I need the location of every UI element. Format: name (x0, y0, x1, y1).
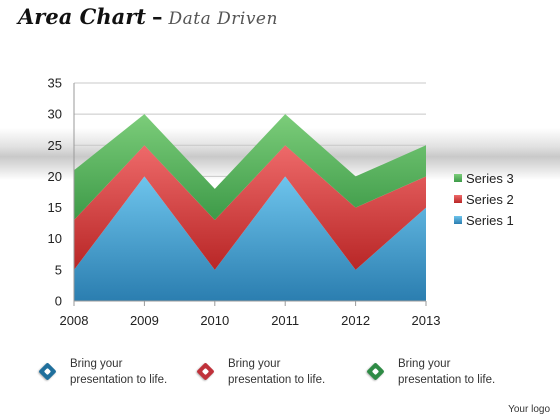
x-tick-label: 2010 (200, 313, 229, 328)
logo-text: Your logo (508, 404, 550, 415)
y-tick-label: 0 (55, 294, 62, 309)
title-dash: – (152, 4, 163, 29)
y-tick-label: 20 (48, 169, 62, 184)
diamond-icon (196, 362, 216, 382)
legend-swatch (454, 216, 462, 224)
x-tick-label: 2008 (60, 313, 89, 328)
area-series (74, 114, 426, 301)
diamond-icon (366, 362, 386, 382)
bullet-text: Bring your presentation to life. (228, 358, 326, 386)
bullet-item-1: Bring your presentation to life. (38, 356, 167, 388)
legend: Series 3 Series 2 Series 1 (454, 171, 514, 228)
area-series-2 (74, 145, 426, 270)
legend-swatch (454, 195, 462, 203)
title-main: Area Chart (18, 4, 146, 29)
legend-swatch (454, 174, 462, 182)
bullet-text: Bring your presentation to life. (398, 358, 496, 386)
area-chart: 0 5 10 15 20 25 30 35 2008 2009 2010 2011 2012 2013 S… (48, 76, 514, 329)
slide-title: Area Chart – Data Driven (18, 4, 278, 29)
y-tick-label: 5 (55, 262, 62, 277)
y-tick-label: 30 (48, 107, 62, 122)
legend-label: Series 3 (466, 171, 514, 186)
x-tick-label: 2012 (341, 313, 370, 328)
bullet-text: Bring your presentation to life. (70, 358, 168, 386)
x-tick-label: 2009 (130, 313, 159, 328)
y-tick-label: 15 (48, 200, 62, 215)
axes: 0 5 10 15 20 25 30 35 2008 2009 2010 2011 2012 2013 (48, 76, 441, 329)
bullet-item-3: Bring your presentation to life. (366, 356, 495, 388)
x-tick-label: 2013 (412, 313, 441, 328)
area-series-1 (74, 176, 426, 301)
diamond-icon (38, 362, 58, 382)
legend-label: Series 1 (466, 213, 514, 228)
legend-label: Series 2 (466, 192, 514, 207)
y-tick-label: 35 (48, 76, 62, 91)
bullet-item-2: Bring your presentation to life. (196, 356, 325, 388)
y-tick-label: 10 (48, 231, 62, 246)
y-tick-label: 25 (48, 138, 62, 153)
area-series-3 (74, 114, 426, 221)
title-sub: Data Driven (168, 9, 278, 29)
x-tick-label: 2011 (271, 313, 299, 328)
